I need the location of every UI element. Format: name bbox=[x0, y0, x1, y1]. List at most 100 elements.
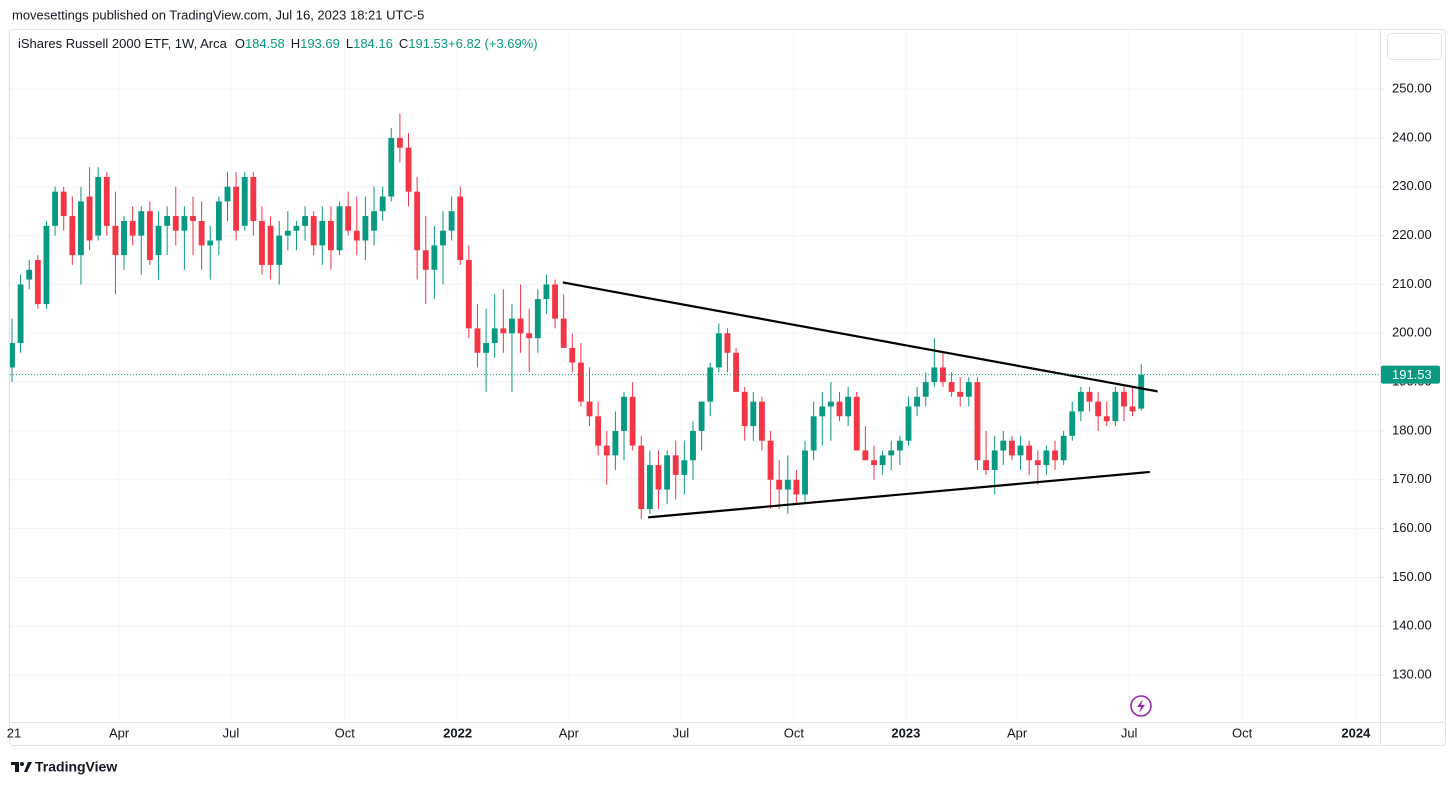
candle-body bbox=[319, 220, 326, 246]
footer-brand: TradingView bbox=[35, 759, 117, 775]
y-tick-label: 150.00 bbox=[1392, 569, 1432, 584]
candle-body bbox=[526, 333, 533, 339]
y-tick-label: 240.00 bbox=[1392, 129, 1432, 144]
candle-body bbox=[1069, 411, 1076, 436]
candle-body bbox=[121, 220, 127, 256]
candle-body bbox=[621, 396, 627, 431]
legend-title: iShares Russell 2000 ETF, 1W, Arca bbox=[18, 36, 228, 51]
trend-line bbox=[648, 470, 1150, 519]
candle-body bbox=[767, 440, 774, 480]
candle-body bbox=[802, 450, 808, 495]
candle-body bbox=[362, 216, 369, 241]
x-tick-label: 2024 bbox=[1341, 725, 1371, 740]
candle-body bbox=[241, 176, 248, 226]
candle-body bbox=[733, 352, 740, 392]
candle-body bbox=[793, 479, 800, 495]
candle-body bbox=[974, 382, 981, 461]
candle-body bbox=[1017, 445, 1024, 456]
candle-body bbox=[672, 455, 679, 475]
plot-area bbox=[10, 113, 1380, 519]
candle-body bbox=[1138, 374, 1145, 409]
y-tick-label: 250.00 bbox=[1392, 81, 1432, 96]
candle-body bbox=[345, 206, 352, 231]
last-price-badge bbox=[1381, 365, 1440, 384]
last-price-label: 191.53 bbox=[1392, 367, 1432, 382]
candle-body bbox=[845, 396, 852, 417]
legend-value: 193.69 bbox=[300, 36, 340, 51]
candle-body bbox=[896, 440, 903, 451]
candle-body bbox=[129, 220, 136, 236]
candle-body bbox=[1121, 391, 1127, 407]
candle-body bbox=[276, 235, 283, 265]
candle-body bbox=[465, 260, 472, 329]
candle-body bbox=[655, 465, 662, 490]
legend-label: C bbox=[399, 36, 408, 51]
candle-body bbox=[750, 401, 757, 427]
candle-body bbox=[1052, 450, 1058, 461]
legend-value: 184.16 bbox=[353, 36, 393, 51]
y-tick-label: 220.00 bbox=[1392, 227, 1432, 242]
legend-label: O bbox=[235, 36, 245, 51]
candle-body bbox=[491, 328, 498, 344]
footer-logo: TradingView bbox=[11, 759, 117, 775]
candle-body bbox=[595, 416, 602, 446]
candle-body bbox=[60, 191, 67, 217]
candle-body bbox=[86, 196, 93, 241]
candle-body bbox=[819, 406, 826, 417]
candle-body bbox=[879, 455, 886, 466]
candle-body bbox=[940, 367, 946, 383]
scale-button[interactable] bbox=[1387, 33, 1442, 60]
candle-body bbox=[991, 450, 998, 471]
y-tick-label: 210.00 bbox=[1392, 276, 1432, 291]
candle-body bbox=[327, 220, 334, 251]
candle-body bbox=[379, 196, 386, 212]
candle-body bbox=[284, 230, 291, 236]
candle-body bbox=[388, 137, 395, 197]
candle-body bbox=[853, 396, 860, 451]
candle-body bbox=[577, 362, 584, 402]
candle-body bbox=[190, 216, 196, 221]
x-tick-label: Jul bbox=[1121, 725, 1138, 740]
candle-body bbox=[1026, 445, 1033, 461]
candle-body bbox=[112, 225, 119, 256]
candle-body bbox=[664, 455, 671, 490]
y-tick-label: 170.00 bbox=[1392, 471, 1432, 486]
x-tick-label: Apr bbox=[1007, 725, 1028, 740]
candle-body bbox=[569, 347, 576, 363]
y-tick-label: 160.00 bbox=[1392, 520, 1432, 535]
candle-body bbox=[862, 450, 869, 461]
candle-body bbox=[69, 216, 76, 256]
candle-body bbox=[43, 225, 50, 304]
candle-body bbox=[207, 240, 214, 246]
candle-body bbox=[336, 206, 343, 251]
candle-body bbox=[431, 245, 438, 270]
legend-label: L bbox=[346, 36, 353, 51]
x-tick-label: Apr bbox=[559, 725, 580, 740]
candle-body bbox=[965, 382, 972, 397]
candle-body bbox=[759, 401, 765, 441]
candle-body bbox=[646, 465, 653, 510]
candle-body bbox=[353, 230, 360, 241]
candle-body bbox=[715, 333, 722, 368]
candle-body bbox=[957, 391, 964, 397]
candle-body bbox=[52, 191, 59, 226]
trend-line bbox=[562, 281, 1158, 393]
candle-body bbox=[681, 460, 688, 475]
logo-dot bbox=[20, 762, 24, 766]
candle-body bbox=[1112, 391, 1119, 422]
legend-value: 184.58 bbox=[245, 36, 285, 51]
candle-body bbox=[905, 406, 912, 441]
candle-body bbox=[1077, 391, 1084, 412]
candle-body bbox=[776, 479, 783, 490]
candle-body bbox=[215, 201, 222, 241]
candle-body bbox=[698, 401, 705, 431]
candle-body bbox=[560, 318, 567, 348]
candle-body bbox=[259, 220, 265, 265]
candle-body bbox=[517, 318, 524, 334]
candle-body bbox=[724, 333, 731, 353]
candle-body bbox=[181, 216, 188, 231]
event-icon[interactable] bbox=[1130, 695, 1152, 717]
candle-body bbox=[810, 416, 817, 451]
legend-label: H bbox=[291, 36, 300, 51]
